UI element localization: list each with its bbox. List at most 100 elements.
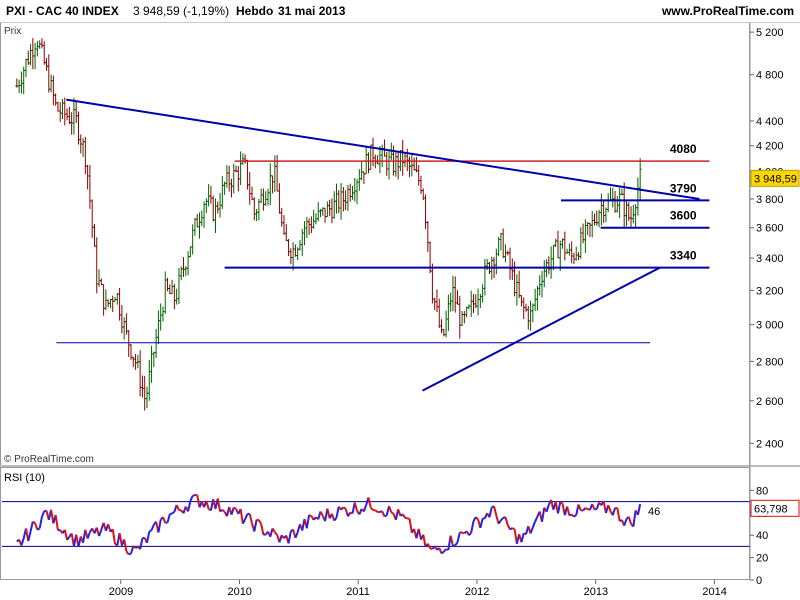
rsi-segment: [132, 545, 137, 549]
rsi-segment: [54, 514, 59, 531]
rsi-segment: [479, 518, 484, 529]
level-label-3790: 3790: [670, 181, 697, 195]
rsi-segment: [454, 541, 459, 546]
rsi-segment: [269, 528, 274, 538]
rsi-segment: [162, 516, 167, 524]
rsi-segment: [461, 531, 465, 535]
rsi-segment: [468, 531, 472, 536]
rsi-segment: [404, 516, 408, 520]
rsi-segment: [305, 514, 311, 529]
rsi-segment: [594, 507, 598, 511]
rsi-segment: [456, 532, 461, 543]
level-label-3600: 3600: [670, 209, 697, 223]
rsi-y-tick-label: 0: [756, 575, 762, 587]
price-bars: [15, 38, 642, 411]
rsi-segment: [241, 518, 247, 525]
rsi-segment: [556, 501, 562, 514]
rsi-segment: [38, 516, 43, 529]
rsi-segment: [545, 504, 550, 513]
rsi-segment: [34, 522, 39, 531]
rsi-segment: [41, 510, 46, 518]
rsi-segment: [495, 515, 500, 525]
rsi-segment: [294, 531, 299, 539]
rsi-segment: [221, 509, 226, 513]
rsi-segment: [107, 523, 112, 533]
rsi-segment: [196, 495, 201, 508]
rsi-segment: [347, 512, 352, 517]
rsi-segment: [353, 502, 359, 512]
rsi-segment: [584, 507, 589, 510]
grid: [2, 501, 750, 547]
rsi-segment: [573, 514, 577, 518]
rsi-segment: [497, 519, 502, 525]
rsi-segment: [636, 503, 642, 516]
rsi-segment: [488, 507, 493, 518]
rsi-segment: [390, 511, 395, 515]
rsi-segment: [531, 521, 537, 528]
rsi-segment: [239, 508, 244, 524]
rsi-segment: [577, 504, 582, 511]
rsi-segment: [29, 521, 34, 532]
chart-header: PXI - CAC 40 INDEX 3 948,59 (-1,19%) Heb…: [0, 0, 800, 23]
rsi-segment: [32, 520, 36, 525]
last-value: 3 948,59 (-1,19%): [133, 4, 230, 18]
rsi-segment: [27, 531, 32, 542]
rsi-segment: [520, 533, 525, 543]
x-tick-label: 2013: [584, 586, 608, 598]
rsi-segment: [63, 529, 69, 541]
last-price-label: 3 948,59: [754, 173, 797, 185]
rsi-segment: [219, 508, 223, 513]
rsi-segment: [130, 545, 135, 554]
rsi-segment: [326, 508, 331, 519]
rsi-segment: [370, 507, 374, 511]
level-label-3340: 3340: [670, 249, 697, 263]
site-link[interactable]: www.ProRealTime.com: [661, 4, 794, 18]
rsi-segment: [340, 506, 345, 511]
rsi-segment: [150, 524, 155, 531]
rsi-segment: [118, 532, 123, 546]
rsi-segment: [452, 544, 456, 548]
rsi-last-box: [750, 499, 800, 517]
rsi-segment: [534, 516, 539, 522]
rsi-segment: [342, 506, 347, 510]
y-tick-label: 3 600: [756, 223, 784, 235]
rsi-segment: [319, 510, 324, 517]
y-axis-label: Prix: [4, 26, 21, 37]
rsi-segment: [509, 527, 513, 531]
rsi-segment: [66, 536, 71, 541]
y-tick-label: 3 000: [756, 320, 784, 332]
rsi-segment: [146, 531, 151, 544]
rsi-segment: [278, 534, 283, 543]
rsi-segment: [504, 516, 509, 526]
y-tick-label: 2 400: [756, 438, 784, 450]
rsi-y-tick-label: 40: [756, 530, 768, 542]
rsi-segment: [569, 513, 573, 517]
rsi-segment: [426, 543, 432, 549]
trend-lines: 4080 3790 3600 3340: [56, 98, 710, 392]
rsi-segment: [627, 516, 632, 525]
rsi-segment: [187, 500, 192, 512]
date-label: 31 mai 2013: [278, 4, 346, 18]
rsi-panel-frame: [0, 467, 750, 580]
rsi-segment: [36, 527, 41, 531]
rsi-segment: [192, 493, 196, 497]
rsi-segment: [449, 535, 454, 547]
y-tick-label: 4 800: [756, 70, 784, 82]
rsi-y-tick-label: 80: [756, 485, 768, 497]
labels: Prix © ProRealTime.com RSI (10) 46: [4, 26, 660, 518]
rsi-segment: [470, 521, 475, 533]
rsi-segment: [308, 514, 312, 517]
y-tick-label: 5 200: [756, 27, 784, 39]
rsi-segment: [230, 507, 235, 515]
rsi-segment: [128, 552, 132, 556]
y-tick-label: 4 400: [756, 116, 784, 128]
rsi-segment: [148, 529, 153, 533]
rsi-segment: [260, 523, 265, 535]
rsi-segment: [86, 531, 91, 539]
rsi-segment: [570, 513, 575, 518]
rsi-segment: [205, 500, 210, 510]
rsi-segment: [362, 504, 368, 512]
rsi-segment: [134, 545, 139, 549]
rsi-segment: [253, 519, 258, 532]
